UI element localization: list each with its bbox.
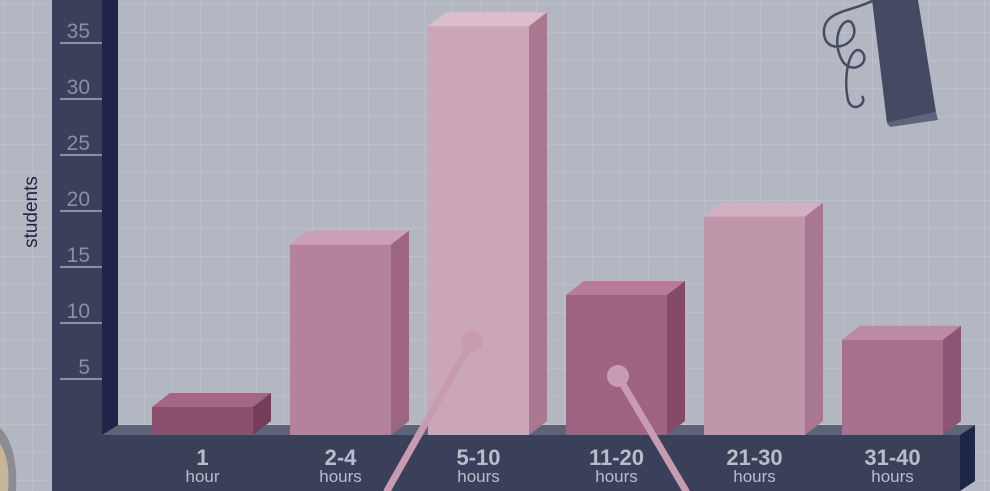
- y-tick-label: 30: [67, 76, 90, 99]
- x-tick-value: 31-40: [864, 445, 920, 470]
- pin-head: [461, 330, 483, 352]
- pin-stick: [614, 372, 690, 491]
- y-tick-label: 15: [67, 244, 90, 267]
- y-tick-label: 35: [67, 20, 90, 43]
- floor-front: [102, 435, 960, 491]
- bar-side: [943, 325, 961, 435]
- pin-stick: [383, 337, 476, 491]
- x-tick-unit: hour: [185, 467, 219, 486]
- x-tick-value: 11-20: [589, 445, 644, 470]
- floor-side: [960, 425, 975, 491]
- y-axis-bar: [52, 0, 102, 491]
- bar: [152, 393, 271, 435]
- bar-top: [152, 393, 271, 407]
- bar-side: [253, 393, 271, 435]
- y-axis-rail: [102, 0, 118, 435]
- pin-head: [607, 365, 629, 387]
- x-tick-unit: hours: [733, 467, 776, 486]
- bar-front: [290, 244, 391, 435]
- bar-front: [428, 26, 529, 435]
- y-tick-label: 10: [67, 300, 90, 323]
- bar: [566, 281, 685, 435]
- bar-front: [842, 339, 943, 435]
- bar-top: [428, 12, 547, 27]
- bar-front: [152, 407, 253, 435]
- bar-front: [704, 216, 805, 435]
- bar-side: [391, 230, 409, 435]
- y-tick-label: 20: [67, 188, 90, 211]
- bar: [704, 202, 823, 435]
- x-tick-value: 21-30: [726, 445, 782, 470]
- x-tick-unit: hours: [319, 467, 362, 486]
- y-tick-label: 25: [67, 132, 90, 155]
- pin-decoration: [383, 330, 483, 491]
- bar: [842, 325, 961, 435]
- x-tick-value: 1: [196, 445, 208, 470]
- bar-side: [667, 281, 685, 435]
- x-tick-value: 2-4: [325, 445, 358, 470]
- bar-top: [566, 281, 685, 295]
- bar: [428, 12, 547, 435]
- x-tick-unit: hours: [871, 467, 914, 486]
- bar-top: [290, 230, 409, 245]
- bar-side: [805, 202, 823, 435]
- decorative-object-icon: [0, 428, 17, 491]
- bar: [290, 230, 409, 435]
- bar-front: [566, 295, 667, 435]
- y-tick-label: 5: [78, 356, 90, 379]
- bar-top: [842, 325, 961, 340]
- y-axis-label: students: [21, 176, 42, 248]
- bar-top: [704, 202, 823, 217]
- bar-side: [529, 12, 547, 435]
- x-tick-value: 5-10: [456, 445, 500, 470]
- x-tick-unit: hours: [457, 467, 500, 486]
- pencil-icon: [822, 0, 938, 127]
- pin-decoration: [607, 365, 690, 491]
- x-tick-unit: hours: [595, 467, 638, 486]
